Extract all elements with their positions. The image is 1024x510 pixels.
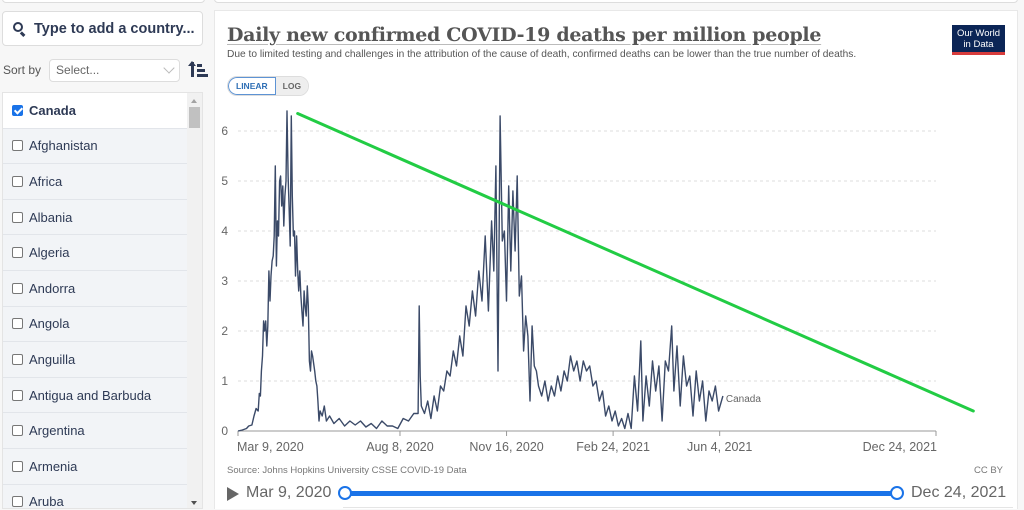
checkbox-icon[interactable]: [12, 175, 23, 187]
country-item[interactable]: Africa: [3, 164, 189, 200]
chart-title[interactable]: Daily new confirmed COVID-19 deaths per …: [227, 24, 822, 46]
y-tick-label: 0: [221, 424, 228, 438]
scroll-down-arrow-icon[interactable]: [191, 501, 197, 505]
x-tick-label: Mar 9, 2020: [237, 440, 304, 454]
owid-logo[interactable]: Our World in Data: [952, 25, 1005, 55]
chevron-down-icon: [163, 62, 175, 74]
source-note[interactable]: Source: Johns Hopkins University CSSE CO…: [227, 465, 467, 476]
country-label: Armenia: [29, 458, 78, 474]
country-label: Africa: [29, 173, 63, 189]
country-label: Antigua and Barbuda: [29, 387, 152, 403]
y-tick-label: 6: [221, 124, 228, 138]
timeline-start-handle[interactable]: [338, 486, 352, 500]
logo-line-1: Our World: [956, 28, 1001, 39]
y-tick-label: 1: [221, 374, 228, 388]
y-tick-label: 4: [221, 224, 228, 238]
country-item[interactable]: Andorra: [3, 271, 189, 307]
sort-order-icon[interactable]: [188, 61, 208, 79]
country-item[interactable]: Antigua and Barbuda: [3, 378, 189, 414]
country-item[interactable]: Armenia: [3, 449, 189, 485]
country-search-input[interactable]: [34, 20, 194, 37]
country-label: Angola: [29, 316, 70, 332]
y-tick-label: 2: [221, 324, 228, 338]
scale-linear-button[interactable]: LINEAR: [228, 77, 276, 95]
checkbox-icon[interactable]: [12, 211, 23, 223]
play-icon[interactable]: [227, 487, 239, 501]
y-tick-label: 3: [221, 274, 228, 288]
country-label: Argentina: [29, 423, 85, 439]
country-item[interactable]: Angola: [3, 307, 189, 343]
country-search[interactable]: [2, 11, 203, 46]
license-note[interactable]: CC BY: [973, 465, 1003, 476]
sort-select-value: Select...: [56, 63, 100, 77]
line-chart[interactable]: 0 1 2 3 4 5 6 Mar 9, 2020 Aug 8, 2020 Nov 16, 202…: [215, 11, 1019, 461]
bottom-tabs-edge: [343, 507, 1013, 510]
search-icon: [13, 21, 27, 37]
checkbox-icon[interactable]: [12, 425, 23, 437]
checkbox-icon[interactable]: [12, 389, 23, 401]
sort-select[interactable]: Select...: [49, 58, 180, 82]
scrollbar-thumb[interactable]: [189, 107, 200, 128]
country-item[interactable]: Afghanistan: [3, 129, 189, 165]
x-tick-label: Dec 24, 2021: [863, 440, 937, 454]
checkbox-icon[interactable]: [12, 460, 23, 472]
sort-row: Sort by Select...: [3, 58, 208, 82]
checkbox-icon[interactable]: [12, 353, 23, 365]
x-tick-label: Aug 8, 2020: [366, 440, 433, 454]
timeline-track[interactable]: [345, 491, 897, 496]
logo-line-2: in Data: [963, 39, 994, 50]
x-tick-label: Jun 4, 2021: [687, 440, 752, 454]
scale-log-button[interactable]: LOG: [275, 77, 309, 95]
y-tick-label: 5: [221, 174, 228, 188]
timeline-end-label: Dec 24, 2021: [911, 484, 1007, 501]
checkbox-icon[interactable]: [12, 140, 23, 152]
country-label: Algeria: [29, 245, 70, 261]
country-item[interactable]: Algeria: [3, 235, 189, 271]
trend-line-annotation: [296, 112, 975, 413]
series-end-label: Canada: [726, 394, 761, 405]
country-item[interactable]: Anguilla: [3, 342, 189, 378]
country-list: Canada Afghanistan Africa Albania Algeria And…: [2, 92, 203, 509]
checkbox-icon[interactable]: [12, 318, 23, 330]
x-tick-label: Nov 16, 2020: [469, 440, 543, 454]
timeline-start-label: Mar 9, 2020: [246, 484, 332, 501]
checkbox-icon[interactable]: [12, 496, 23, 508]
top-panel-edge-right: [214, 0, 1018, 3]
country-list-items: Canada Afghanistan Africa Albania Algeria And…: [3, 93, 189, 509]
country-item[interactable]: Aruba: [3, 485, 189, 509]
chart-card: Daily new confirmed COVID-19 deaths per …: [214, 10, 1018, 509]
checkbox-icon[interactable]: [12, 247, 23, 259]
country-sidebar: Sort by Select... Canada Afghanistan Afric…: [0, 0, 208, 509]
scroll-up-arrow-icon[interactable]: [191, 99, 197, 103]
series-line-canada[interactable]: [237, 110, 724, 432]
chart-subtitle: Due to limited testing and challenges in…: [227, 49, 857, 60]
checkbox-checked-icon[interactable]: [12, 104, 23, 116]
checkbox-icon[interactable]: [12, 282, 23, 294]
country-label: Albania: [29, 209, 73, 225]
country-label: Andorra: [29, 280, 76, 296]
country-item[interactable]: Albania: [3, 200, 189, 236]
country-label: Afghanistan: [29, 138, 98, 154]
country-label: Aruba: [29, 494, 64, 509]
sort-label: Sort by: [3, 63, 42, 77]
scale-toggle: LINEAR LOG: [227, 76, 310, 96]
country-label: Canada: [29, 102, 76, 118]
country-label: Anguilla: [29, 351, 76, 367]
timeline-end-handle[interactable]: [890, 486, 904, 500]
country-item[interactable]: Argentina: [3, 413, 189, 449]
timeline: Mar 9, 2020 Dec 24, 2021: [227, 483, 1007, 505]
list-scrollbar[interactable]: [187, 93, 202, 508]
country-item[interactable]: Canada: [3, 93, 189, 129]
x-tick-label: Feb 24, 2021: [576, 440, 650, 454]
